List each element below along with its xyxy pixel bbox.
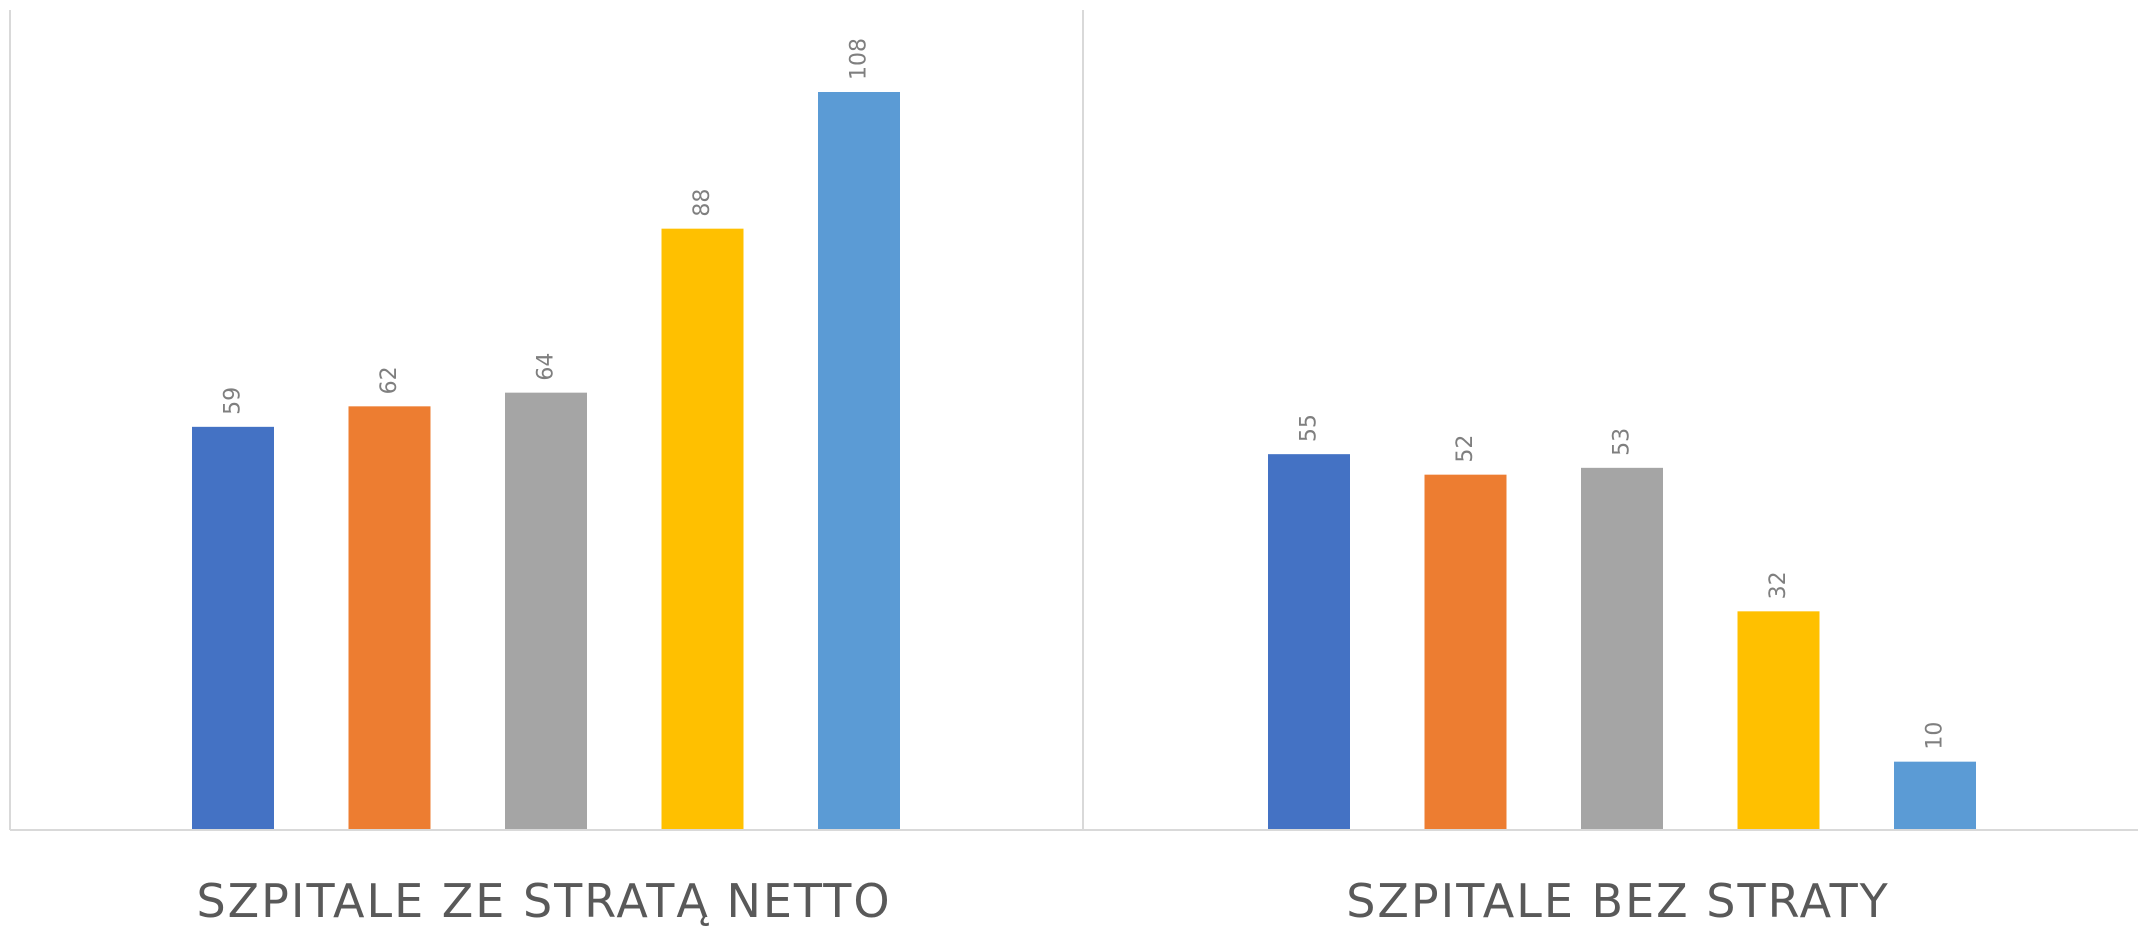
data-label-1-0: 55 <box>1297 414 1322 442</box>
data-label-1-3: 32 <box>1766 571 1791 599</box>
category-label-0: SZPITALE ZE STRATĄ NETTO <box>196 874 891 926</box>
bar-1-1 <box>1424 474 1507 830</box>
data-label-0-4: 108 <box>847 38 872 80</box>
category-label-1: SZPITALE BEZ STRATY <box>1346 874 1890 926</box>
data-label-0-3: 88 <box>690 189 715 217</box>
bar-1-4 <box>1894 761 1976 830</box>
bar-1-3 <box>1737 611 1820 830</box>
bar-1-2 <box>1581 467 1663 830</box>
bar-0-3 <box>661 228 744 830</box>
bar-0-0 <box>192 426 274 830</box>
bar-0-1 <box>348 406 431 830</box>
bars-group <box>192 92 1976 830</box>
bar-0-4 <box>818 92 900 830</box>
bar-1-0 <box>1268 454 1350 830</box>
data-label-0-1: 62 <box>377 366 402 394</box>
data-label-1-1: 52 <box>1453 435 1478 463</box>
data-label-0-0: 59 <box>221 387 246 415</box>
data-label-1-4: 10 <box>1923 722 1948 750</box>
data-label-1-2: 53 <box>1610 428 1635 456</box>
data-labels-group: 59 62 64 88 108 55 52 53 32 10 <box>221 38 1948 750</box>
data-label-0-2: 64 <box>534 353 559 381</box>
bar-0-2 <box>505 392 587 830</box>
